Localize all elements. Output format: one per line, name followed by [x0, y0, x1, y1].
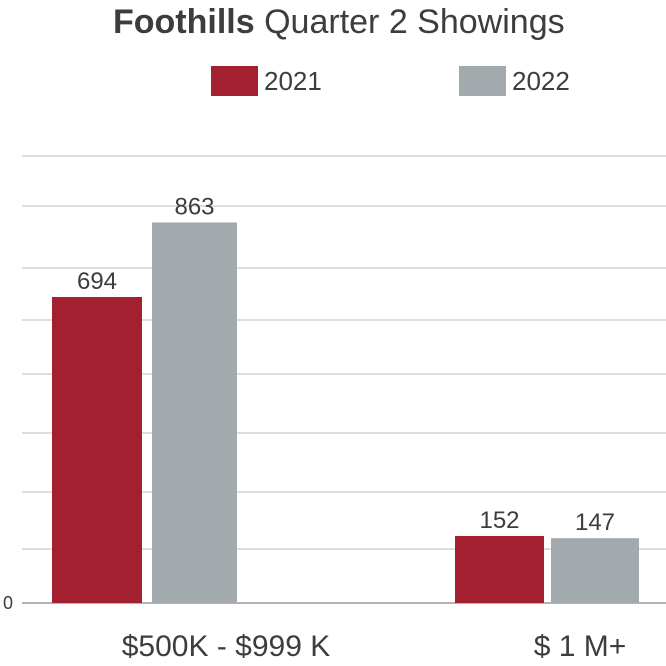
data-label: 863 [174, 193, 214, 220]
data-label: 152 [479, 507, 519, 534]
legend-item-2022: 2022 [459, 66, 570, 96]
legend-swatch-2022 [459, 66, 506, 96]
chart-title-bold: Foothills [113, 3, 255, 41]
bar-2022-0 [152, 222, 237, 604]
bar-2021-1 [455, 535, 544, 603]
legend-swatch-2021 [211, 66, 258, 96]
chart-title-rest: Quarter 2 Showings [264, 3, 565, 41]
bar-2022-1 [551, 538, 639, 603]
legend: 2021 2022 [0, 66, 666, 102]
chart-title: Foothills Quarter 2 Showings [113, 2, 565, 42]
bar-2021-0 [52, 297, 142, 603]
legend-item-2021: 2021 [211, 66, 322, 96]
data-label: 147 [575, 509, 615, 536]
legend-label-2022: 2022 [512, 66, 570, 96]
category-label: $500K - $999 K [122, 630, 331, 663]
category-label: $ 1 M+ [534, 630, 627, 663]
y-tick-label: 0 [3, 593, 13, 613]
data-label: 694 [77, 268, 117, 295]
legend-label-2021: 2021 [264, 66, 322, 96]
